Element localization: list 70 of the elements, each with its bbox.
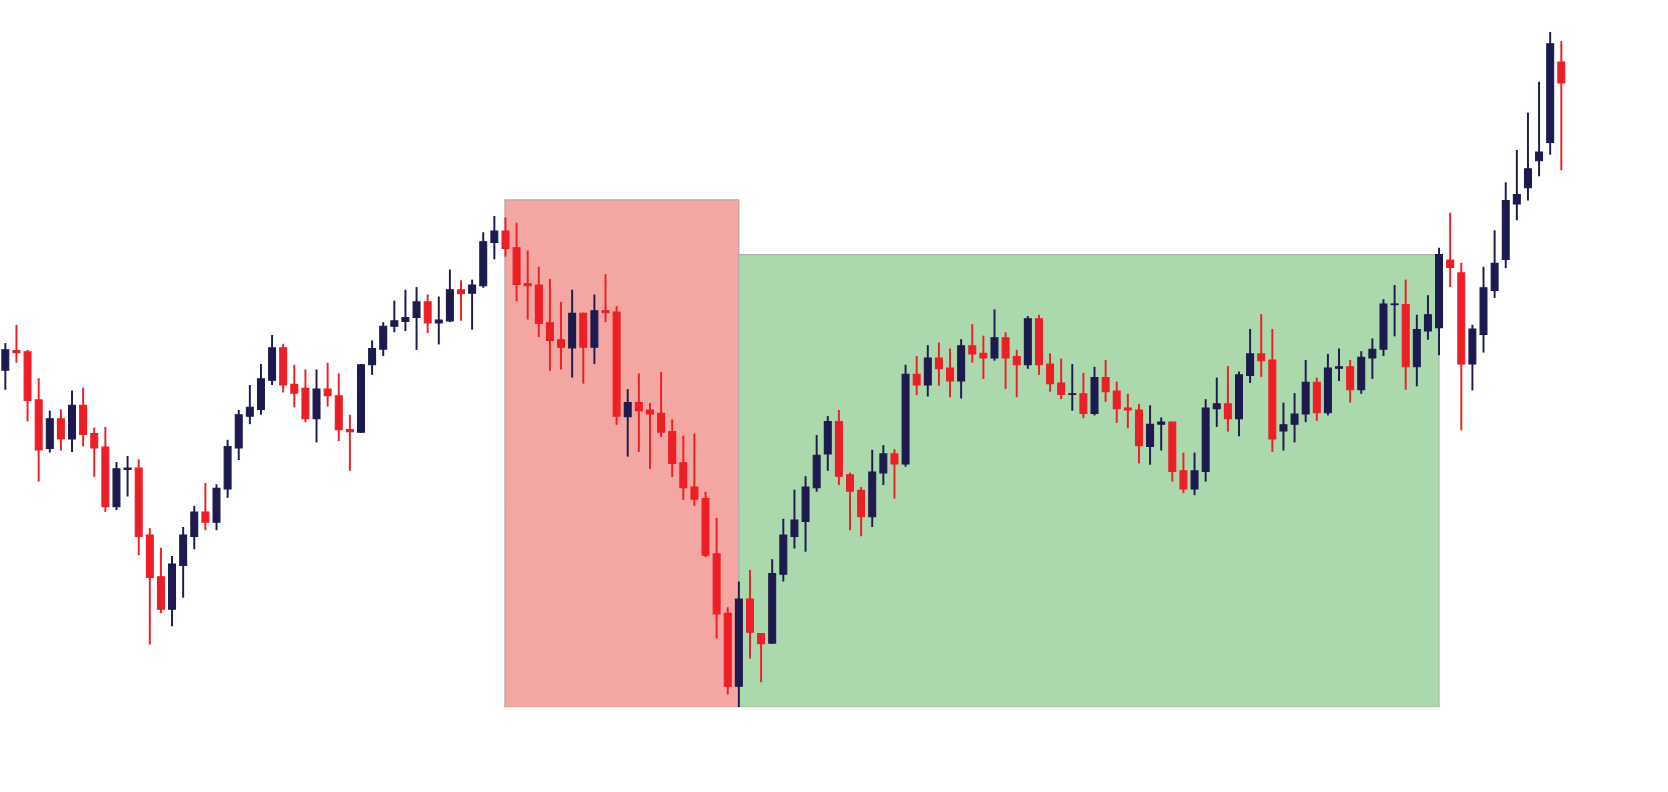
candlestick [946,347,955,399]
candlestick [757,632,766,684]
candlestick [468,278,477,331]
candlestick [968,323,977,364]
candlestick [657,371,666,438]
candlestick [1046,352,1055,393]
candlestick [1068,363,1077,412]
candlestick [379,321,388,357]
candlestick [1512,148,1521,222]
candlestick [1123,392,1132,430]
candlestick [890,448,899,500]
candlestick [879,444,888,486]
candlestick [1223,365,1232,433]
candlestick [401,288,410,332]
candlestick [1535,80,1544,178]
candlestick [523,249,532,321]
candlestick [1390,284,1399,338]
candlestick [545,277,554,372]
candlestick [1190,451,1199,497]
candlestick [979,334,988,380]
candlestick [934,341,943,387]
candlestick [1335,347,1344,382]
candlestick [1112,380,1121,424]
candlestick [1346,359,1355,404]
candlestick [201,481,210,532]
candlestick [56,408,65,452]
candlestick [990,308,999,362]
candlestick [123,454,132,498]
candlestick [345,413,354,472]
candlestick [1279,401,1288,452]
candlestick [1,342,10,391]
candlestick [90,426,99,478]
candlestick [1246,327,1255,384]
candlestick [490,215,499,261]
candlestick [790,488,799,550]
candlestick [390,299,399,334]
candlestick [690,432,699,507]
candlestick [1101,359,1110,403]
candlestick [12,323,21,364]
candlestick [846,471,855,532]
candlestick [601,273,610,324]
candlestick [1446,211,1455,289]
candlestick [245,384,254,426]
candlestick [1157,416,1166,452]
candlestick [1146,404,1155,466]
candlestick [1179,451,1188,495]
candlestick [557,300,566,371]
candlestick [368,339,377,376]
candlestick [1557,40,1566,172]
candlestick [412,286,421,351]
candlestick [623,388,632,458]
candlestick [434,295,443,346]
candlestick [423,293,432,334]
candlestick [457,279,466,322]
candlestick [645,402,654,470]
candlestick [912,354,921,397]
candlestick [323,361,332,408]
candlestick [1057,357,1066,401]
candlestick [290,363,299,409]
candlestick [1257,313,1266,378]
candlestick [1212,376,1221,428]
candlestick [1079,371,1088,420]
candlestick [1368,337,1377,380]
candlestick [501,216,510,258]
candlestick [1001,331,1010,391]
candlestick [1290,392,1299,444]
candlestick [1423,294,1432,341]
candlestick [634,372,643,453]
candlestick [1523,111,1532,202]
candlestick [1012,348,1021,399]
